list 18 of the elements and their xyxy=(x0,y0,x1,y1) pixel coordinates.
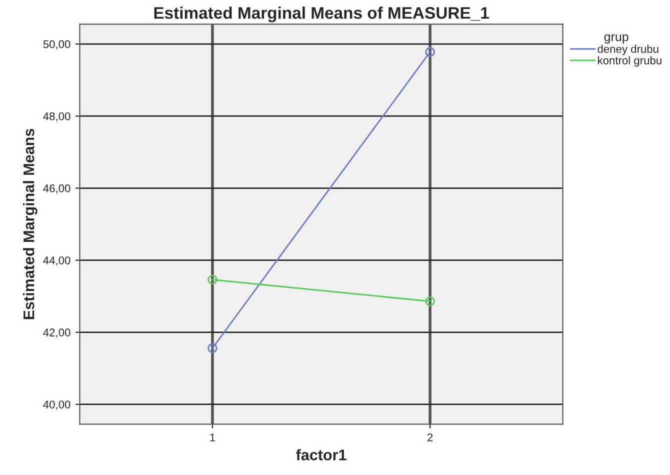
legend-title: grup xyxy=(604,34,628,44)
point xyxy=(425,47,435,57)
y-tick-label: 46,00 xyxy=(43,184,70,194)
chart-title: Estimated Marginal Means of MEASURE_1 xyxy=(154,6,489,22)
x-tick-label: 2 xyxy=(428,433,433,442)
x-tick-label: 1 xyxy=(210,434,216,442)
y-tick-label: 48,00 xyxy=(43,112,70,122)
point xyxy=(208,274,218,285)
x-axis-title: factor1 xyxy=(296,449,346,460)
legend-label: deney drubu xyxy=(598,44,658,56)
y-tick-label: 44,00 xyxy=(43,256,70,266)
legend-label: kontrol grubu xyxy=(598,56,662,67)
y-axis-title: Estimated Marginal Means xyxy=(23,128,38,320)
y-tick-label: 42,00 xyxy=(43,328,70,338)
y-tick-label: 40,00 xyxy=(43,400,70,410)
point xyxy=(208,343,218,354)
y-tick-label: 50,00 xyxy=(43,40,70,50)
point xyxy=(425,296,435,306)
